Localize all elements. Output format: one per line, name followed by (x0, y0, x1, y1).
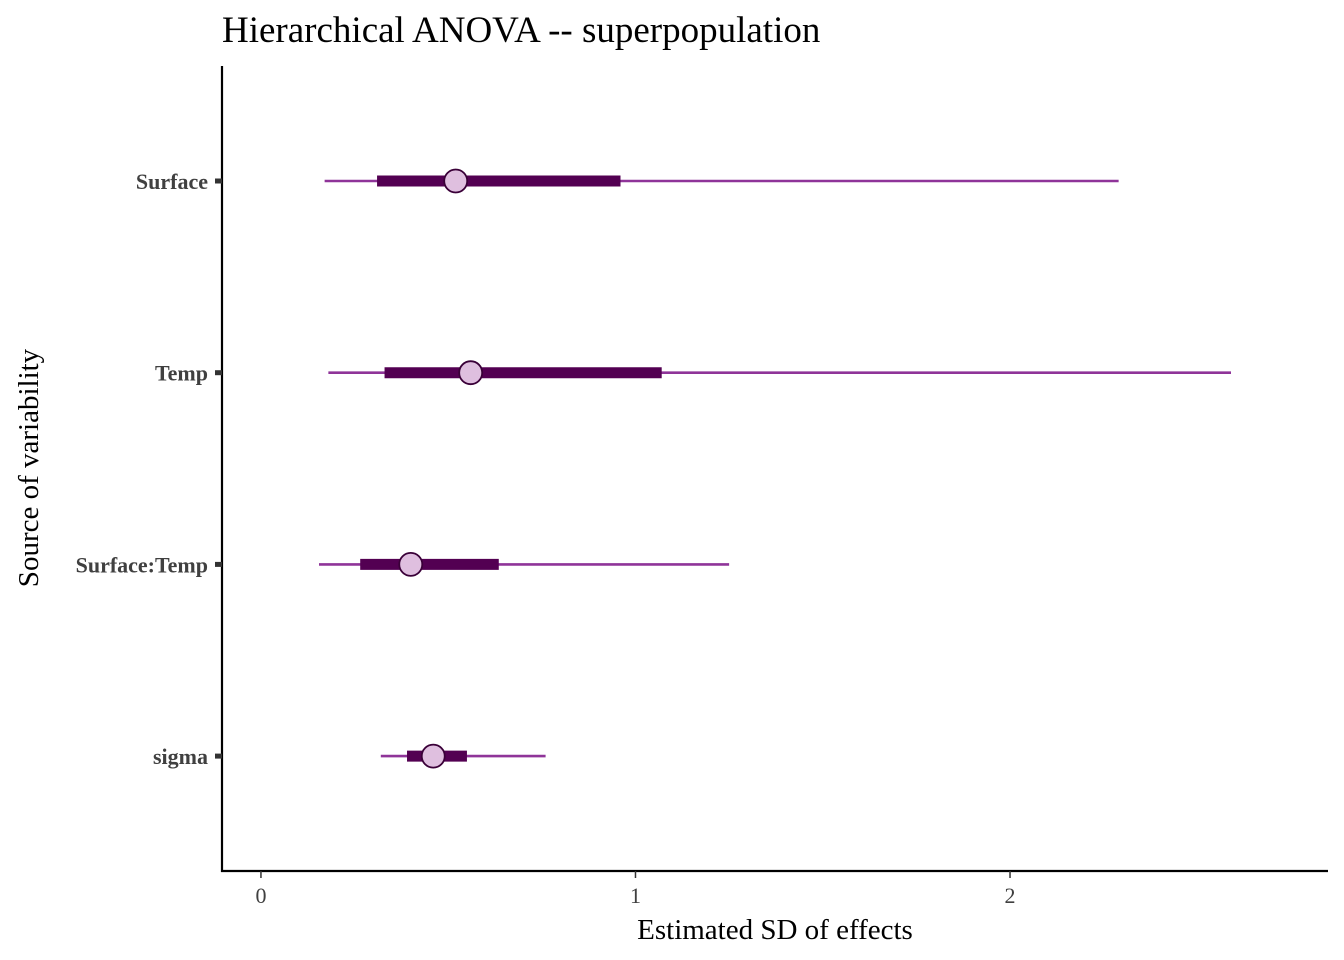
plot-marks (319, 168, 1231, 769)
y-tick-label: Temp (155, 361, 208, 386)
interval-surface (324, 168, 1119, 194)
x-tick-label: 0 (255, 883, 266, 908)
median-point (420, 743, 446, 769)
y-tick-label: Surface:Temp (76, 552, 208, 577)
interval-sigma (380, 743, 546, 769)
chart-title: Hierarchical ANOVA -- superpopulation (222, 10, 820, 51)
interval-surface-temp (319, 552, 730, 577)
x-tick-label: 1 (630, 883, 641, 908)
x-axis-title: Estimated SD of effects (637, 914, 913, 946)
y-tick-label: sigma (153, 744, 208, 769)
median-point (458, 360, 484, 386)
x-tick-label: 2 (1005, 883, 1016, 908)
interval-temp (328, 360, 1231, 386)
median-point (443, 168, 469, 194)
median-point (398, 552, 424, 577)
axes: 0 1 2 Surface Temp Surface:Temp sigma (76, 66, 1328, 908)
y-tick-label: Surface (136, 169, 208, 194)
y-axis-title: Source of variability (13, 348, 45, 587)
